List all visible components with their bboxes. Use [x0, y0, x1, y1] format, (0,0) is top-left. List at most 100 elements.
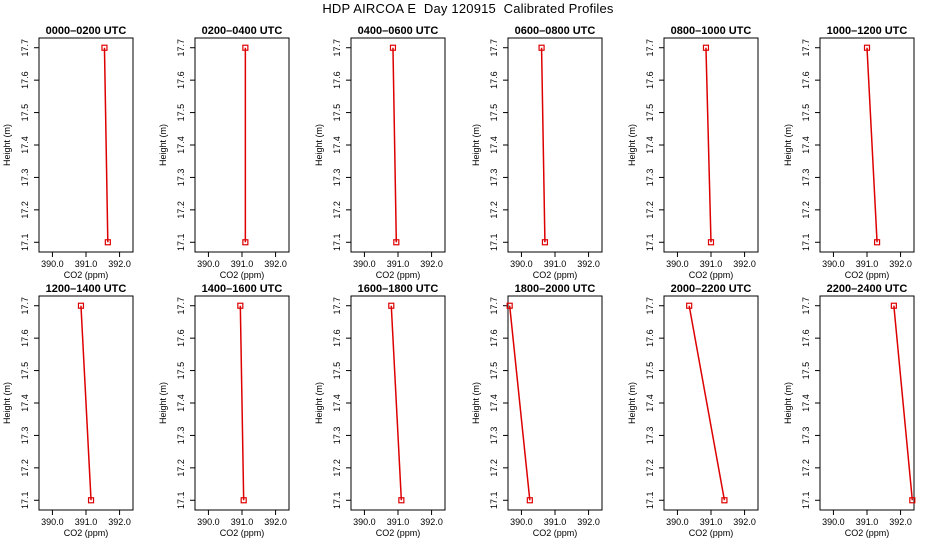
panel-title: 1200–1400 UTC [46, 283, 127, 295]
y-tick-label: 17.6 [176, 329, 186, 347]
y-axis-label: Height (m) [2, 124, 12, 166]
y-tick-label: 17.4 [645, 136, 655, 154]
y-tick-label: 17.5 [645, 104, 655, 122]
y-tick-label: 17.6 [20, 71, 30, 89]
y-tick-label: 17.7 [332, 39, 342, 57]
plot-frame [663, 295, 759, 511]
x-tick-label: 391.0 [75, 517, 98, 527]
y-tick-label: 17.7 [801, 297, 811, 315]
y-tick-label: 17.6 [801, 71, 811, 89]
data-point-marker [702, 44, 710, 51]
y-tick-label: 17.6 [489, 329, 499, 347]
panel-title: 1600–1800 UTC [358, 283, 439, 295]
y-axis-label: Height (m) [783, 382, 793, 424]
y-axis-label: Height (m) [314, 124, 324, 166]
y-tick-label: 17.7 [20, 297, 30, 315]
data-point-marker [398, 497, 405, 504]
y-tick-label: 17.4 [489, 136, 499, 154]
y-tick-label: 17.2 [176, 201, 186, 219]
data-point-marker [237, 302, 244, 309]
y-tick-label: 17.5 [489, 362, 499, 380]
y-axis-label: Height (m) [158, 382, 168, 424]
x-axis-label: CO2 (ppm) [376, 528, 421, 538]
y-tick-label: 17.2 [20, 459, 30, 477]
x-tick-label: 391.0 [856, 259, 879, 269]
y-tick-label: 17.1 [801, 492, 811, 510]
x-axis-label: CO2 (ppm) [220, 528, 265, 538]
y-tick-label: 17.7 [489, 297, 499, 315]
data-point-marker [77, 302, 85, 309]
plot-frame [194, 37, 290, 253]
panel-title: 0400–0600 UTC [358, 25, 439, 37]
x-tick-label: 390.0 [41, 259, 64, 269]
y-tick-label: 17.2 [20, 201, 30, 219]
x-tick-label: 392.0 [577, 517, 600, 527]
profile-line [392, 47, 398, 243]
data-point-marker [890, 302, 897, 309]
y-tick-label: 17.1 [332, 234, 342, 252]
y-tick-label: 17.4 [176, 136, 186, 154]
data-point-marker [389, 44, 397, 51]
y-tick-label: 17.7 [489, 39, 499, 57]
x-axis-label: CO2 (ppm) [64, 528, 109, 538]
panel-title: 0600–0800 UTC [515, 25, 596, 37]
y-tick-label: 17.7 [176, 39, 186, 57]
y-tick-label: 17.3 [489, 169, 499, 187]
y-tick-label: 17.6 [645, 329, 655, 347]
y-tick-label: 17.6 [332, 71, 342, 89]
y-tick-label: 17.5 [20, 362, 30, 380]
x-tick-label: 391.0 [231, 517, 254, 527]
data-point-marker [87, 497, 95, 504]
plot-frame [350, 295, 446, 511]
y-tick-label: 17.4 [801, 136, 811, 154]
y-tick-label: 17.3 [176, 427, 186, 445]
y-tick-label: 17.6 [645, 71, 655, 89]
y-tick-label: 17.2 [332, 459, 342, 477]
x-tick-label: 390.0 [197, 517, 220, 527]
x-axis-label: CO2 (ppm) [845, 270, 890, 280]
data-point-marker [104, 239, 111, 246]
x-tick-label: 391.0 [700, 259, 723, 269]
data-point-marker [240, 497, 247, 504]
y-tick-label: 17.1 [176, 234, 186, 252]
y-tick-label: 17.2 [489, 459, 499, 477]
y-tick-label: 17.3 [801, 169, 811, 187]
x-axis-label: CO2 (ppm) [376, 270, 421, 280]
plot-frame [350, 37, 446, 253]
x-tick-label: 392.0 [889, 517, 912, 527]
y-tick-label: 17.5 [176, 104, 186, 122]
y-tick-label: 17.4 [332, 394, 342, 412]
x-tick-label: 392.0 [889, 259, 912, 269]
y-tick-label: 17.2 [332, 201, 342, 219]
x-tick-label: 390.0 [353, 517, 376, 527]
profile-line [893, 305, 914, 501]
y-tick-label: 17.3 [176, 169, 186, 187]
data-point-marker [873, 239, 881, 246]
y-tick-label: 17.7 [20, 39, 30, 57]
x-tick-label: 391.0 [544, 517, 567, 527]
x-tick-label: 390.0 [822, 517, 845, 527]
y-tick-label: 17.5 [801, 362, 811, 380]
y-tick-label: 17.3 [20, 169, 30, 187]
data-point-marker [506, 302, 513, 309]
data-point-marker [242, 44, 249, 51]
y-axis-label: Height (m) [471, 124, 481, 166]
x-tick-label: 392.0 [108, 517, 131, 527]
y-tick-label: 17.4 [20, 394, 30, 412]
x-axis-label: CO2 (ppm) [220, 270, 265, 280]
data-point-marker [526, 497, 533, 504]
x-tick-label: 391.0 [856, 517, 879, 527]
x-tick-label: 392.0 [733, 517, 756, 527]
profile-line [688, 305, 726, 501]
y-tick-label: 17.3 [20, 427, 30, 445]
profile-line [239, 305, 245, 501]
plot-frame [507, 37, 603, 253]
plot-frame [507, 295, 603, 511]
